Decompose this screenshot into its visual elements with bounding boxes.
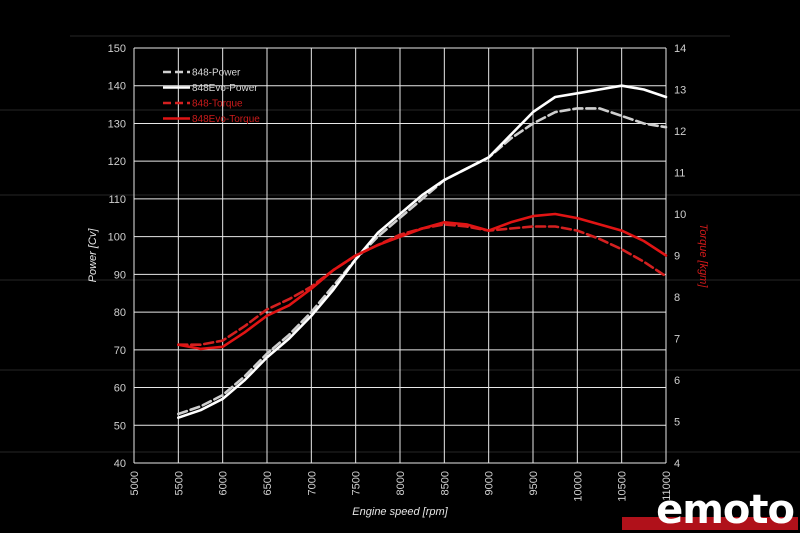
- series-lines: [177, 84, 668, 420]
- legend-label-848-power: 848-Power: [192, 68, 241, 79]
- right-tick-6: 6: [674, 375, 680, 387]
- left-tick-110: 110: [108, 194, 126, 206]
- x-tick-labels: 5000 5500 6000 6500 7000 7500 8000 8500 9000 9500…: [129, 471, 673, 502]
- left-tick-100: 100: [108, 232, 126, 244]
- watermark-logo-text: emoto: [656, 487, 795, 533]
- right-tick-12: 12: [674, 126, 686, 138]
- right-tick-8: 8: [674, 292, 680, 304]
- x-tick-10000: 10000: [572, 471, 584, 502]
- right-tick-13: 13: [674, 85, 686, 97]
- x-tick-8500: 8500: [439, 471, 451, 495]
- left-tick-130: 130: [108, 118, 126, 130]
- x-tick-7500: 7500: [351, 471, 363, 495]
- right-tick-10: 10: [674, 209, 686, 221]
- right-tick-11: 11: [674, 168, 685, 180]
- left-tick-50: 50: [114, 420, 126, 432]
- legend-label-848evo-torque: 848Evo-Torque: [192, 114, 260, 125]
- x-tick-11000: 11000: [661, 471, 673, 501]
- right-axis-label: Torque [kgm]: [697, 224, 709, 289]
- right-tick-9: 9: [674, 251, 680, 263]
- right-tick-4: 4: [674, 458, 680, 470]
- left-tick-40: 40: [114, 458, 126, 470]
- left-tick-70: 70: [114, 345, 126, 357]
- watermark-red-bar: [622, 517, 798, 530]
- legend-label-848evo-power: 848Evo-Power: [192, 83, 258, 94]
- right-tick-7: 7: [674, 334, 680, 346]
- left-axis-label: Power [Cv]: [87, 228, 99, 283]
- left-tick-60: 60: [114, 383, 126, 395]
- legend: 848-Power 848Evo-Power 848-Torque 848Evo-To…: [163, 68, 260, 125]
- left-tick-120: 120: [108, 156, 126, 168]
- right-tick-5: 5: [674, 417, 680, 429]
- x-axis-label: Engine speed [rpm]: [352, 506, 448, 518]
- x-tick-5000: 5000: [129, 471, 141, 495]
- legend-label-848-torque: 848-Torque: [192, 99, 243, 110]
- x-tick-6000: 6000: [218, 471, 230, 495]
- x-tick-10500: 10500: [617, 471, 629, 502]
- x-tick-8000: 8000: [395, 471, 407, 495]
- grid-lines: [133, 47, 667, 464]
- series-line-848evo-power: [177, 84, 668, 420]
- right-tick-14: 14: [674, 43, 686, 55]
- emoto-watermark: emoto: [622, 490, 798, 530]
- series-line-848evo-torque: [177, 212, 668, 351]
- left-tick-80: 80: [114, 307, 126, 319]
- x-tick-5500: 5500: [173, 471, 185, 495]
- x-tick-9000: 9000: [484, 471, 496, 495]
- x-tick-9500: 9500: [528, 471, 540, 495]
- left-tick-90: 90: [114, 269, 126, 281]
- series-line-848-power: [177, 107, 668, 416]
- left-tick-labels: 40 50 60 70 80 90 100 110 120 130 140 150: [108, 43, 126, 470]
- right-tick-labels: 4 5 6 7 8 9 10 11 12 13 14: [674, 43, 686, 470]
- left-tick-150: 150: [108, 43, 126, 55]
- x-tick-6500: 6500: [262, 471, 274, 495]
- x-tick-7000: 7000: [306, 471, 318, 495]
- left-tick-140: 140: [108, 81, 126, 93]
